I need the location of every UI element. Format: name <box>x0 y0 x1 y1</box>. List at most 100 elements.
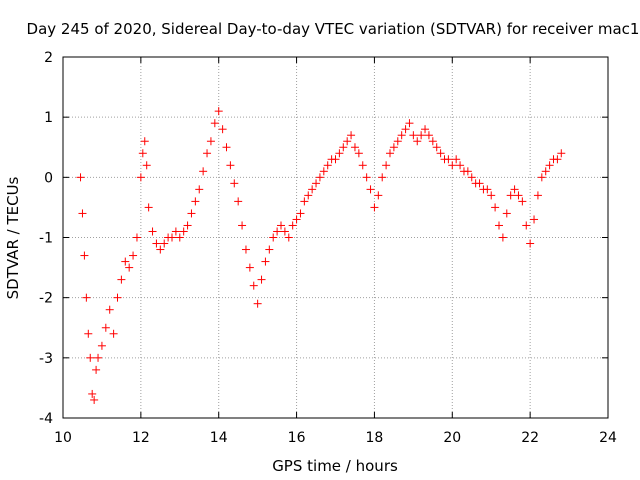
data-point <box>526 239 535 248</box>
data-point <box>545 161 554 170</box>
data-point <box>90 395 99 404</box>
data-point <box>366 185 375 194</box>
data-point <box>214 107 223 116</box>
data-point <box>210 119 219 128</box>
data-point <box>101 323 110 332</box>
data-point <box>315 173 324 182</box>
data-point <box>312 179 321 188</box>
data-point <box>417 131 426 140</box>
data-point <box>413 137 422 146</box>
data-point <box>424 131 433 140</box>
data-point <box>105 305 114 314</box>
data-point <box>156 245 165 254</box>
data-point <box>386 149 394 158</box>
data-point <box>533 191 542 200</box>
x-tick-label: 10 <box>54 430 72 446</box>
data-point <box>331 155 340 164</box>
data-point <box>78 209 87 218</box>
data-point <box>280 227 289 236</box>
data-point <box>498 233 507 242</box>
data-point <box>319 167 328 176</box>
data-point <box>347 131 356 140</box>
data-point <box>339 143 348 152</box>
data-point <box>452 155 461 164</box>
data-point <box>144 203 153 212</box>
data-point <box>323 161 332 170</box>
data-point <box>487 191 496 200</box>
data-point <box>350 143 359 152</box>
data-point <box>541 167 550 176</box>
data-point <box>80 251 89 260</box>
data-point <box>109 329 118 338</box>
data-point <box>436 149 445 158</box>
y-tick-label: -3 <box>39 351 53 367</box>
data-point <box>537 173 546 182</box>
data-point <box>84 329 93 338</box>
data-point <box>203 149 212 158</box>
y-axis-label: SDTVAR / TECUs <box>4 176 22 299</box>
y-tick-label: 2 <box>44 50 53 66</box>
y-tick-label: -4 <box>39 411 53 427</box>
data-point <box>117 275 126 284</box>
data-point <box>448 161 457 170</box>
data-point <box>421 125 430 134</box>
data-point <box>132 233 141 242</box>
y-tick-label: -1 <box>39 231 53 247</box>
data-point <box>76 173 85 182</box>
data-point <box>138 149 147 158</box>
data-point <box>456 161 465 170</box>
data-point <box>97 341 106 350</box>
data-point <box>518 197 527 206</box>
data-point <box>148 227 157 236</box>
chart-title: Day 245 of 2020, Sidereal Day-to-day VTE… <box>27 20 640 38</box>
data-point <box>491 203 500 212</box>
data-point <box>140 137 149 146</box>
data-point <box>300 197 309 206</box>
data-point <box>168 233 176 242</box>
data-point <box>483 185 492 194</box>
data-point <box>94 353 103 362</box>
data-point <box>129 251 138 260</box>
data-point <box>374 191 383 200</box>
data-point <box>495 221 503 230</box>
data-point <box>142 161 151 170</box>
data-point <box>382 161 391 170</box>
data-point <box>273 227 282 236</box>
data-point <box>378 173 387 182</box>
data-point <box>187 209 196 218</box>
data-point <box>218 125 227 134</box>
data-point <box>292 215 301 224</box>
data-point <box>475 179 484 188</box>
data-point <box>175 233 184 242</box>
data-point <box>191 197 200 206</box>
data-point <box>557 149 566 158</box>
data-point <box>269 233 278 242</box>
data-point <box>553 155 562 164</box>
data-point <box>257 275 266 284</box>
data-point <box>82 293 91 302</box>
data-point <box>160 239 169 248</box>
data-point <box>238 221 247 230</box>
data-point <box>362 173 371 182</box>
data-point <box>409 131 418 140</box>
data-point <box>432 143 441 152</box>
data-point <box>226 161 235 170</box>
data-point <box>234 197 243 206</box>
data-point <box>195 185 204 194</box>
data-point <box>249 281 258 290</box>
x-tick-label: 18 <box>366 430 384 446</box>
data-point <box>222 143 231 152</box>
data-point <box>397 131 406 140</box>
data-point <box>284 233 293 242</box>
data-point <box>261 257 270 266</box>
data-point <box>444 155 453 164</box>
data-point <box>428 137 437 146</box>
data-point <box>343 137 352 146</box>
data-point <box>171 227 180 236</box>
data-point <box>370 203 379 212</box>
data-point <box>183 221 192 230</box>
data-point <box>514 191 523 200</box>
y-tick-label: 0 <box>44 170 53 186</box>
data-point <box>358 161 367 170</box>
